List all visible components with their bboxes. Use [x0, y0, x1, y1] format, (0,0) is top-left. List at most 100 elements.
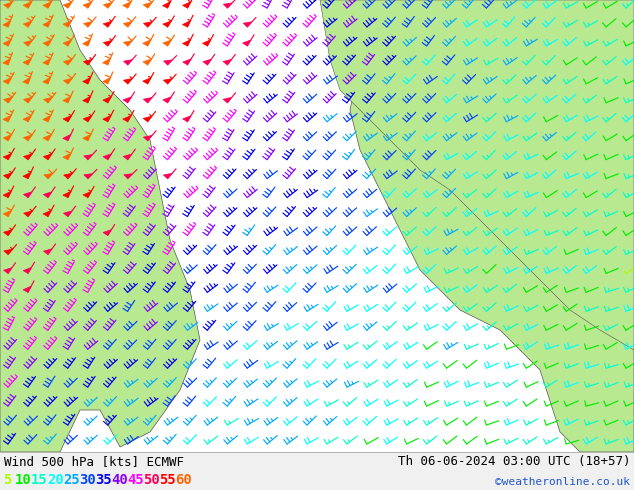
Bar — [0, 452, 634, 490]
Polygon shape — [23, 154, 32, 160]
Polygon shape — [44, 98, 52, 103]
Polygon shape — [63, 134, 71, 141]
Text: Wind 500 hPa [kts] ECMWF: Wind 500 hPa [kts] ECMWF — [4, 455, 184, 468]
Polygon shape — [63, 2, 72, 8]
Polygon shape — [82, 39, 90, 46]
Polygon shape — [143, 78, 151, 84]
Polygon shape — [63, 211, 72, 217]
Polygon shape — [3, 21, 11, 27]
Polygon shape — [83, 134, 91, 141]
Polygon shape — [0, 0, 200, 452]
Polygon shape — [143, 40, 151, 46]
Polygon shape — [124, 174, 133, 179]
Polygon shape — [123, 116, 131, 122]
Polygon shape — [63, 173, 72, 179]
Polygon shape — [163, 40, 171, 46]
Polygon shape — [43, 115, 51, 122]
Polygon shape — [103, 40, 112, 46]
Polygon shape — [103, 58, 110, 65]
Polygon shape — [3, 191, 11, 197]
Polygon shape — [23, 116, 31, 122]
Polygon shape — [163, 97, 171, 103]
Polygon shape — [162, 1, 171, 8]
Polygon shape — [23, 135, 32, 141]
Polygon shape — [143, 59, 152, 65]
Polygon shape — [143, 2, 152, 8]
Polygon shape — [82, 97, 91, 103]
Text: 20: 20 — [47, 473, 64, 487]
Polygon shape — [43, 2, 51, 8]
Polygon shape — [143, 22, 152, 27]
Polygon shape — [84, 22, 92, 27]
Polygon shape — [3, 116, 11, 122]
Polygon shape — [320, 0, 634, 350]
Text: Th 06-06-2024 03:00 UTC (18+57): Th 06-06-2024 03:00 UTC (18+57) — [398, 455, 630, 468]
Polygon shape — [3, 135, 11, 141]
Polygon shape — [23, 172, 31, 179]
Polygon shape — [42, 77, 51, 84]
Polygon shape — [84, 154, 93, 160]
Polygon shape — [23, 21, 32, 27]
Polygon shape — [43, 21, 51, 27]
Text: 10: 10 — [15, 473, 32, 487]
Polygon shape — [123, 154, 132, 160]
Polygon shape — [223, 98, 232, 103]
Polygon shape — [183, 116, 191, 122]
Polygon shape — [3, 40, 11, 46]
Polygon shape — [4, 230, 12, 236]
Polygon shape — [103, 77, 110, 84]
Text: 15: 15 — [31, 473, 48, 487]
Polygon shape — [83, 2, 91, 8]
Text: 40: 40 — [111, 473, 127, 487]
Text: 35: 35 — [95, 473, 112, 487]
Polygon shape — [4, 2, 12, 8]
Polygon shape — [124, 78, 133, 84]
Polygon shape — [23, 77, 30, 84]
Polygon shape — [23, 97, 32, 103]
Polygon shape — [43, 135, 51, 141]
Polygon shape — [23, 59, 31, 65]
Polygon shape — [183, 59, 191, 65]
Polygon shape — [43, 154, 52, 160]
Text: 50: 50 — [143, 473, 160, 487]
Polygon shape — [3, 58, 10, 65]
Polygon shape — [164, 173, 172, 179]
Polygon shape — [123, 2, 131, 8]
Polygon shape — [63, 191, 71, 197]
Text: 25: 25 — [63, 473, 80, 487]
Text: 5: 5 — [3, 473, 11, 487]
Polygon shape — [63, 40, 72, 46]
Polygon shape — [123, 22, 132, 27]
Polygon shape — [202, 40, 210, 46]
Polygon shape — [3, 210, 11, 217]
Text: ©weatheronline.co.uk: ©weatheronline.co.uk — [495, 477, 630, 487]
Polygon shape — [123, 97, 131, 103]
Polygon shape — [23, 211, 32, 217]
Polygon shape — [124, 60, 133, 65]
Polygon shape — [103, 2, 112, 8]
Polygon shape — [43, 192, 52, 197]
Polygon shape — [203, 59, 211, 65]
Polygon shape — [124, 41, 132, 46]
Polygon shape — [44, 173, 53, 179]
Polygon shape — [23, 268, 32, 273]
Polygon shape — [83, 192, 91, 197]
Polygon shape — [23, 192, 32, 197]
Polygon shape — [183, 2, 191, 8]
Polygon shape — [63, 78, 72, 84]
Polygon shape — [63, 116, 72, 122]
Polygon shape — [43, 58, 51, 65]
Polygon shape — [44, 249, 52, 254]
Polygon shape — [23, 40, 32, 46]
Polygon shape — [103, 21, 112, 27]
Polygon shape — [103, 230, 112, 236]
Polygon shape — [63, 97, 70, 103]
Polygon shape — [23, 2, 32, 8]
Polygon shape — [3, 77, 11, 84]
Polygon shape — [43, 40, 51, 46]
Polygon shape — [223, 59, 231, 65]
Polygon shape — [63, 59, 72, 65]
Text: 60: 60 — [175, 473, 191, 487]
Polygon shape — [243, 22, 252, 27]
Polygon shape — [143, 116, 152, 122]
